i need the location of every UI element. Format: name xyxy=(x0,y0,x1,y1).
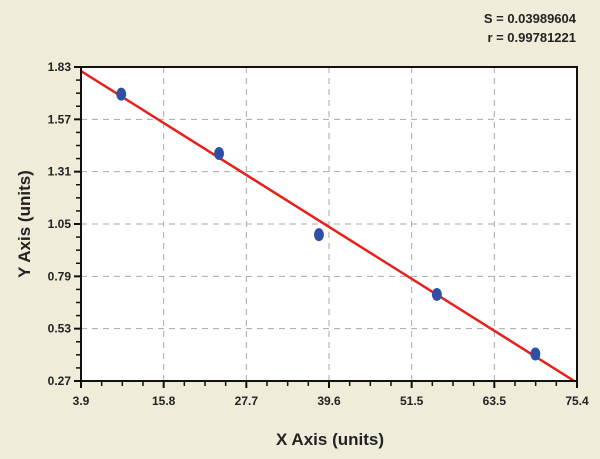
x-tick-labels: 3.9 15.8 27.7 39.6 51.5 63.5 75.4 xyxy=(73,394,589,408)
y-tick-label: 1.83 xyxy=(48,60,72,74)
data-point xyxy=(530,347,541,361)
data-point xyxy=(313,228,324,242)
plot-border xyxy=(80,66,578,382)
annotation-r: r = 0.99781221 xyxy=(487,30,576,45)
annotation-s: S = 0.03989604 xyxy=(484,11,577,26)
y-axis-label: Y Axis (units) xyxy=(15,170,34,278)
x-axis-label: X Axis (units) xyxy=(276,430,384,449)
x-tick-label: 51.5 xyxy=(400,394,424,408)
y-tick-label: 0.53 xyxy=(48,322,72,336)
fit-line xyxy=(80,69,575,383)
data-point xyxy=(116,87,127,101)
y-tick-labels: 0.27 0.53 0.79 1.05 1.31 1.57 1.83 xyxy=(48,60,72,388)
x-tick-label: 27.7 xyxy=(235,394,259,408)
y-tick-label: 1.05 xyxy=(48,217,72,231)
data-points xyxy=(116,87,541,361)
y-tick-label: 1.57 xyxy=(48,112,72,126)
data-point xyxy=(214,147,225,161)
grid xyxy=(81,67,577,381)
x-tick-label: 39.6 xyxy=(317,394,341,408)
x-tick-label: 75.4 xyxy=(565,394,589,408)
x-tick-label: 15.8 xyxy=(152,394,176,408)
y-tick-label: 1.31 xyxy=(48,165,72,179)
y-tick-label: 0.27 xyxy=(48,374,72,388)
data-point xyxy=(431,287,442,301)
y-tick-label: 0.79 xyxy=(48,269,72,283)
x-tick-label: 63.5 xyxy=(483,394,507,408)
x-tick-label: 3.9 xyxy=(73,394,90,408)
